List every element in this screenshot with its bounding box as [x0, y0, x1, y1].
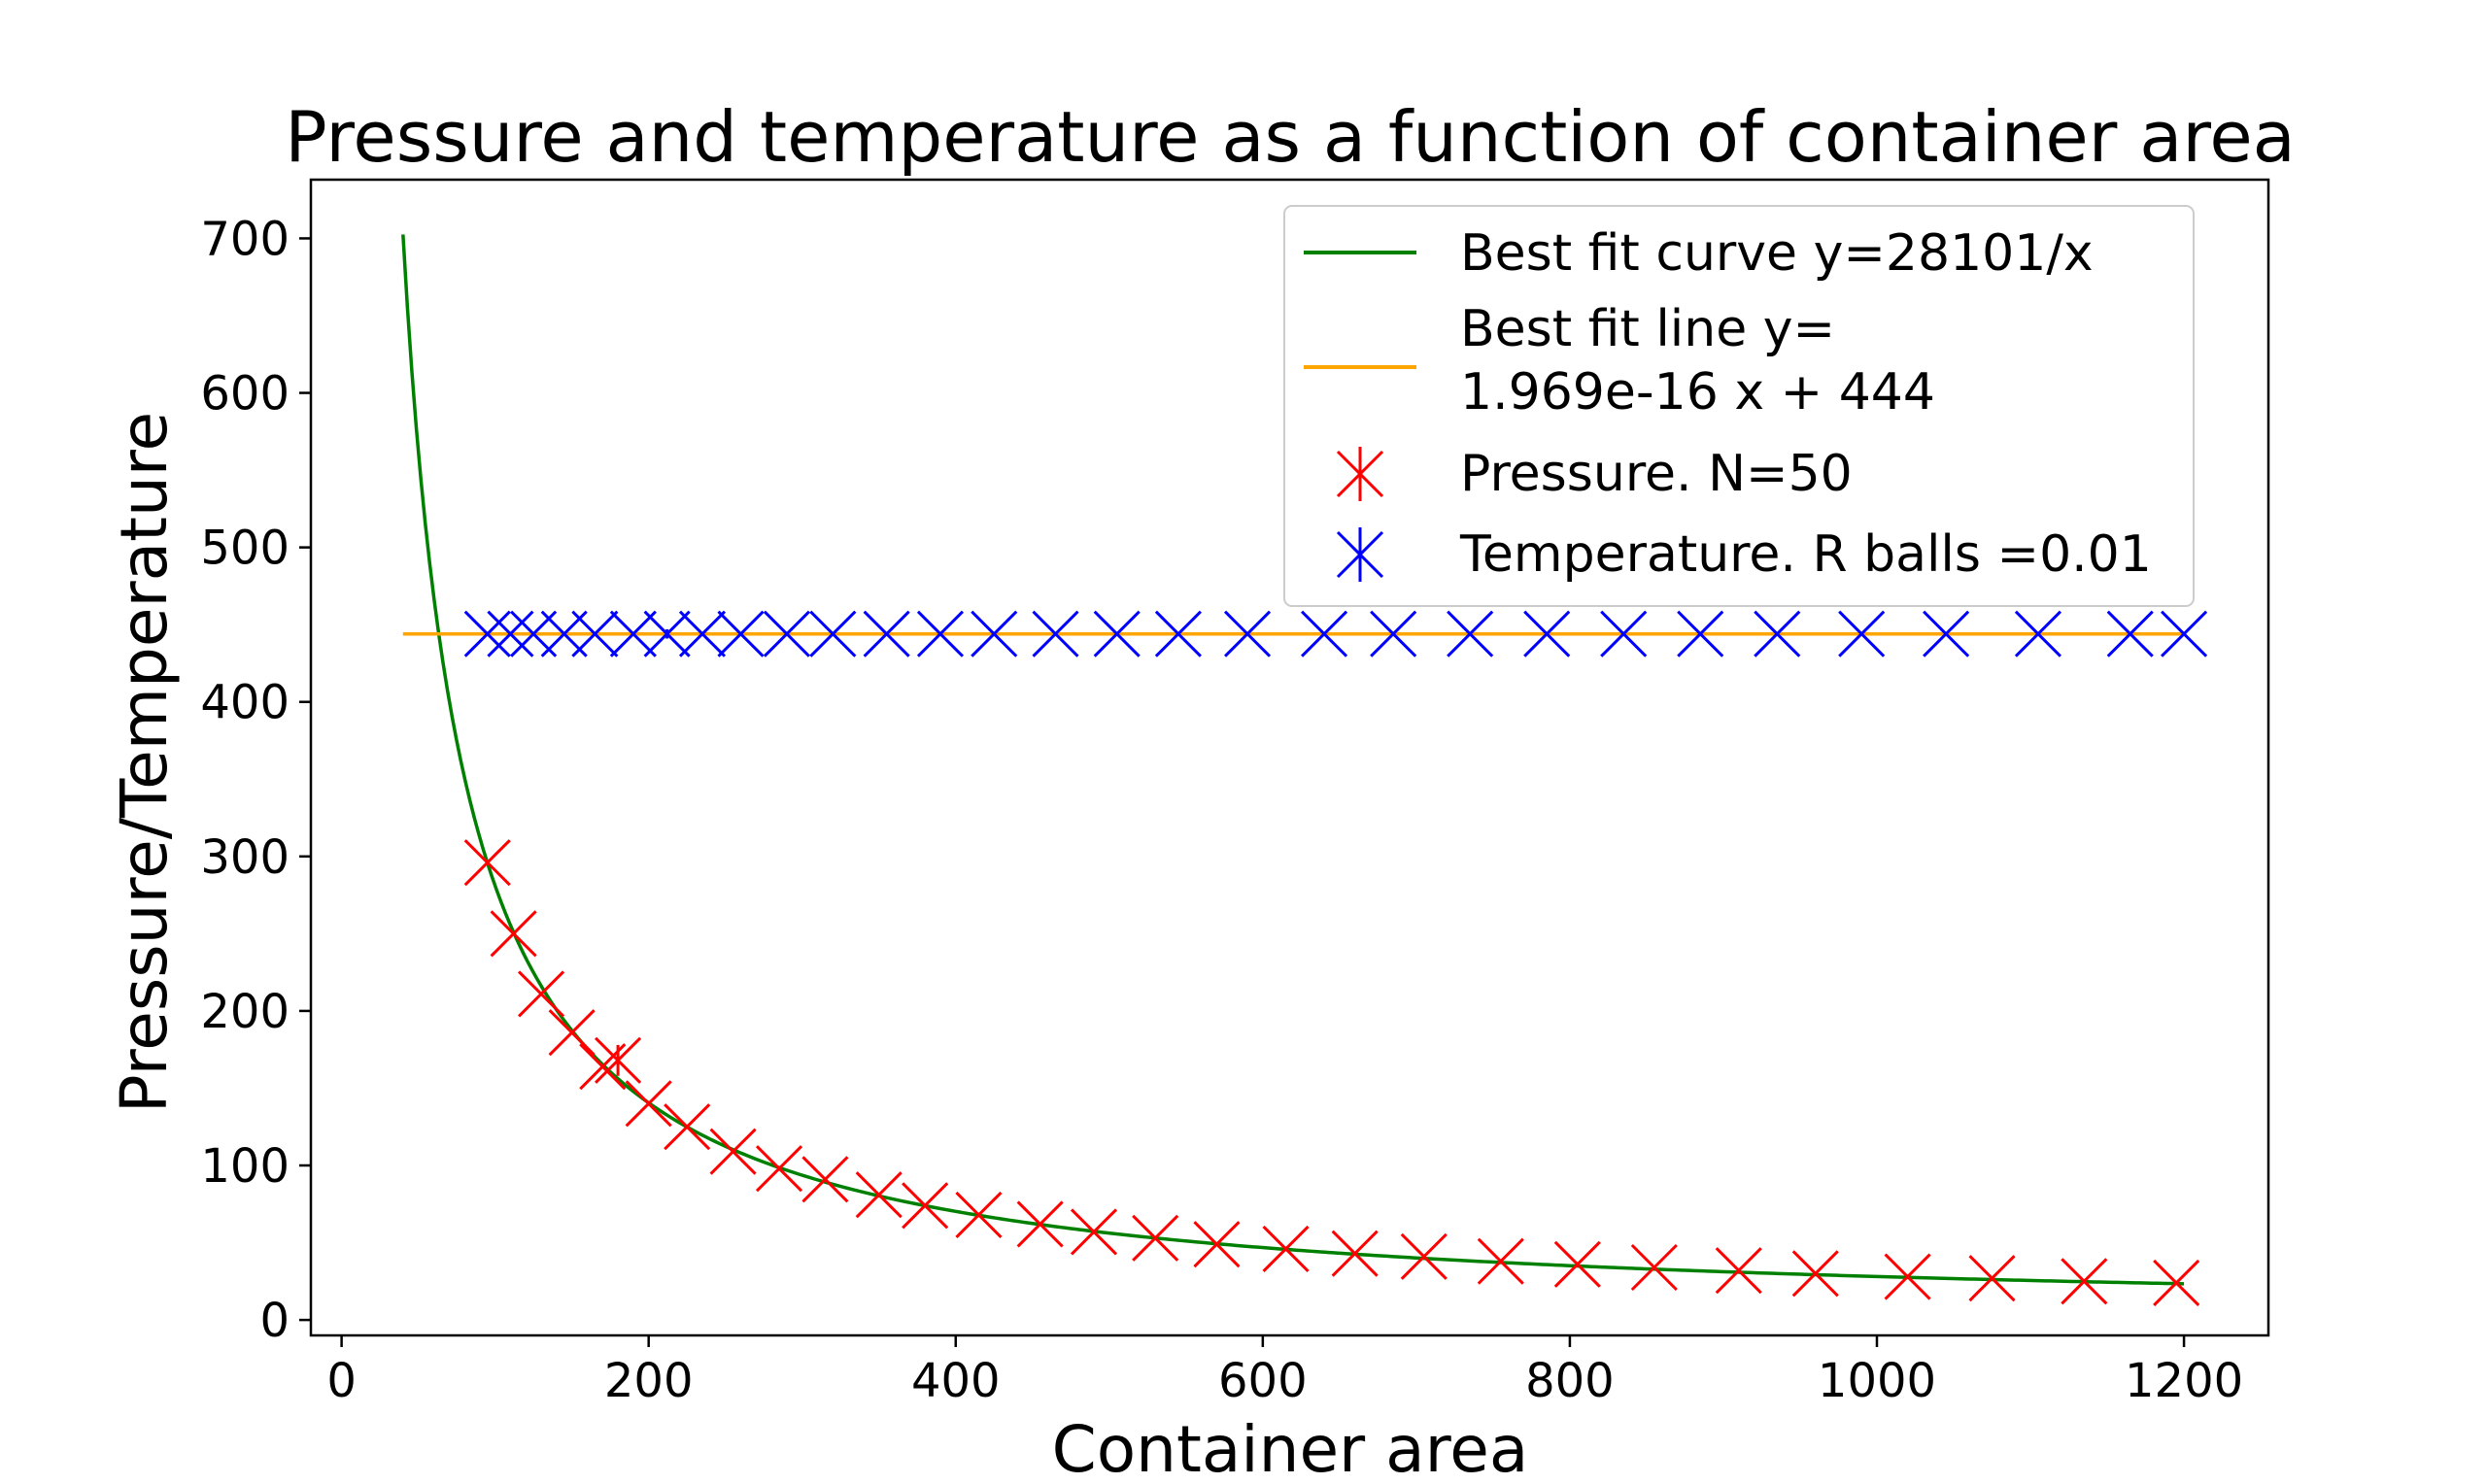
x-tick-label: 600	[1218, 1354, 1308, 1408]
point-temperature-r-balls-0-01	[1677, 610, 1724, 658]
point-temperature-r-balls-0-01	[971, 610, 1018, 658]
point-temperature-r-balls-0-01	[643, 610, 691, 658]
point-pressure-n-50	[1262, 1225, 1310, 1272]
x-axis-label: Container area	[1052, 1412, 1529, 1484]
legend-box	[1283, 205, 2195, 607]
legend-label-best-fit-line-1: Best fit line y=	[1460, 300, 1835, 358]
point-temperature-r-balls-0-01	[1093, 610, 1141, 658]
point-temperature-r-balls-0-01	[2014, 610, 2062, 658]
point-pressure-n-50	[709, 1128, 757, 1175]
y-tick-label: 600	[200, 367, 290, 422]
point-pressure-n-50	[855, 1171, 903, 1219]
legend-marker-temperature	[1336, 527, 1384, 582]
point-temperature-r-balls-0-01	[487, 610, 534, 658]
point-pressure-n-50	[1070, 1208, 1118, 1256]
point-pressure-n-50	[1791, 1250, 1839, 1298]
point-temperature-r-balls-0-01	[2161, 610, 2208, 658]
plot-frame	[309, 178, 2270, 1337]
y-tick-label: 700	[200, 212, 290, 266]
x-tick-label: 1000	[1818, 1354, 1936, 1408]
point-pressure-n-50	[1553, 1240, 1601, 1288]
series-line-best-fit-curve-y-28101-x	[401, 234, 2185, 1286]
point-pressure-n-50	[595, 1036, 642, 1084]
chart-title: Pressure and temperature as a function o…	[285, 96, 2296, 178]
x-tick-label: 400	[911, 1354, 1001, 1408]
point-temperature-r-balls-0-01	[1838, 610, 1886, 658]
ticks-layer: 0 200 400 600 800 1000 1200 0 100 200 300 400 500 600…	[200, 212, 2243, 1408]
y-tick-label: 500	[200, 522, 290, 576]
point-pressure-n-50	[1193, 1221, 1241, 1268]
point-temperature-r-balls-0-01	[717, 610, 765, 658]
legend: Best fit curve y=28101/x Best fit line y…	[1283, 205, 2195, 607]
point-temperature-r-balls-0-01	[1223, 610, 1272, 658]
point-pressure-n-50	[1715, 1247, 1762, 1295]
x-tick-label: 800	[1525, 1354, 1615, 1408]
y-tick-label: 100	[200, 1139, 290, 1194]
point-pressure-n-50	[2153, 1259, 2200, 1306]
point-pressure-n-50	[1630, 1243, 1678, 1292]
point-temperature-r-balls-0-01	[1447, 610, 1494, 658]
legend-label-temperature: Temperature. R balls =0.01	[1459, 525, 2152, 584]
point-temperature-r-balls-0-01	[2106, 610, 2154, 658]
point-temperature-r-balls-0-01	[809, 610, 857, 658]
x-tick-label: 1200	[2125, 1354, 2243, 1408]
point-pressure-n-50	[1016, 1200, 1064, 1248]
legend-label-best-fit-line-2: 1.969e-16 x + 444	[1460, 363, 1935, 422]
point-temperature-r-balls-0-01	[1523, 610, 1571, 658]
point-pressure-n-50	[664, 1103, 711, 1151]
legend-label-pressure: Pressure. N=50	[1460, 445, 1853, 503]
point-temperature-r-balls-0-01	[763, 610, 810, 658]
y-axis-label: Pressure/Temperature	[107, 412, 182, 1113]
point-pressure-n-50	[1132, 1214, 1179, 1262]
point-temperature-r-balls-0-01	[863, 610, 910, 658]
point-pressure-n-50	[463, 839, 511, 887]
point-pressure-n-50	[1884, 1253, 1931, 1300]
point-pressure-n-50	[517, 970, 565, 1018]
point-pressure-n-50	[1400, 1232, 1448, 1280]
legend-handle-temperature	[1336, 527, 1384, 582]
point-pressure-n-50	[625, 1080, 672, 1128]
point-temperature-r-balls-0-01	[1754, 610, 1801, 658]
point-pressure-n-50	[2061, 1258, 2108, 1305]
point-pressure-n-50	[755, 1145, 803, 1193]
y-tick-label: 400	[200, 676, 290, 730]
point-pressure-n-50	[1331, 1230, 1379, 1277]
point-temperature-r-balls-0-01	[1032, 610, 1079, 658]
y-tick-label: 300	[200, 830, 290, 885]
point-pressure-n-50	[902, 1182, 949, 1230]
point-temperature-r-balls-0-01	[1300, 610, 1348, 658]
y-tick-label: 200	[200, 985, 290, 1039]
point-temperature-r-balls-0-01	[678, 610, 727, 658]
legend-handle-pressure	[1336, 447, 1384, 501]
point-temperature-r-balls-0-01	[1923, 610, 1970, 658]
x-tick-label: 0	[326, 1354, 357, 1408]
point-pressure-n-50	[955, 1191, 1003, 1238]
point-temperature-r-balls-0-01	[609, 610, 657, 658]
point-pressure-n-50	[801, 1156, 849, 1203]
point-temperature-r-balls-0-01	[916, 610, 965, 658]
y-tick-label: 0	[259, 1294, 290, 1348]
point-pressure-n-50	[1477, 1237, 1524, 1285]
legend-marker-pressure	[1336, 447, 1384, 501]
point-temperature-r-balls-0-01	[1370, 610, 1417, 658]
legend-label-best-fit-curve: Best fit curve y=28101/x	[1460, 224, 2094, 283]
point-temperature-r-balls-0-01	[571, 610, 619, 658]
point-temperature-r-balls-0-01	[1154, 610, 1202, 658]
point-temperature-r-balls-0-01	[1600, 610, 1648, 658]
point-pressure-n-50	[548, 1009, 596, 1057]
x-tick-label: 200	[604, 1354, 694, 1408]
point-pressure-n-50	[1968, 1255, 2016, 1302]
plot-area: 0 200 400 600 800 1000 1200 0 100 200 300 400 500 600…	[200, 178, 2270, 1408]
series-layer	[401, 234, 2208, 1306]
point-pressure-n-50	[490, 910, 537, 958]
point-temperature-r-balls-0-01	[463, 610, 511, 658]
